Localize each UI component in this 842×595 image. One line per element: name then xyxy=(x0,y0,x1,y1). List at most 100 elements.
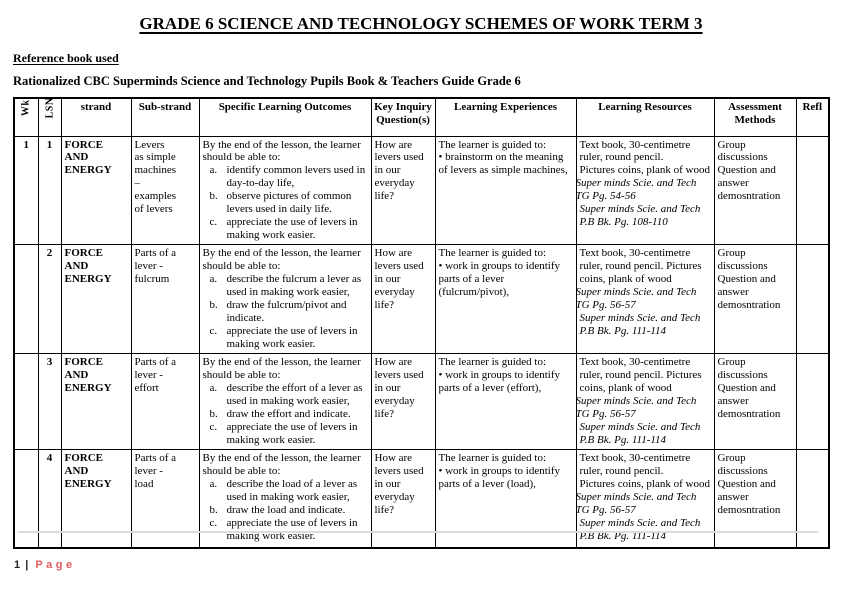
resources-teachers-guide: Super minds Scie. and Tech TG Pg. 54-56 xyxy=(576,177,697,203)
cell-refl xyxy=(795,353,830,450)
page-footer: 1 | Page xyxy=(14,559,76,571)
page-word: Page xyxy=(35,559,76,571)
col-header-outcomes: Specific Learning Outcomes xyxy=(198,97,372,137)
cell-strand: FORCE AND ENERGY xyxy=(60,353,132,450)
outcome-item: appreciate the use of levers in making w… xyxy=(210,325,358,351)
footer-divider: | xyxy=(25,559,30,571)
cell-wk xyxy=(13,244,39,354)
cell-substrand: Parts of a lever - effort xyxy=(130,353,200,450)
cell-wk: 1 xyxy=(13,135,39,246)
resources-pupils-book: Super minds Scie. and Tech P.B Bk. Pg. 1… xyxy=(579,516,701,542)
schemes-of-work-table: Wk LSN strand Sub-strand Specific Learni… xyxy=(13,97,830,550)
footer-separator-line xyxy=(18,531,818,533)
experiences-bullet: • brainstorm on the meaning of levers as… xyxy=(438,151,568,177)
cell-substrand: Parts of a lever - load xyxy=(130,448,200,549)
cell-outcomes: By the end of the lesson, the learner sh… xyxy=(198,353,372,450)
resources-teachers-guide: Super minds Scie. and Tech TG Pg. 56-57 xyxy=(576,394,697,420)
cell-outcomes: By the end of the lesson, the learner sh… xyxy=(198,135,372,246)
col-header-lsn: LSN xyxy=(37,97,62,137)
outcome-item: describe the fulcrum a lever as used in … xyxy=(210,273,362,299)
resources-materials: Text book, 30-centimetre ruler, round pe… xyxy=(579,356,702,394)
cell-assessment: Group discussions Question and answer de… xyxy=(713,448,797,549)
experiences-intro: The learner is guided to: xyxy=(438,356,547,368)
resources-materials: Text book, 30-centimetre ruler, round pe… xyxy=(579,247,702,286)
outcomes-intro: By the end of the lesson, the learner sh… xyxy=(202,138,361,164)
outcome-item: describe the effort of a lever as used i… xyxy=(210,381,363,407)
cell-refl xyxy=(795,135,830,246)
col-header-strand: strand xyxy=(60,97,132,137)
cell-key-inquiry: How are levers used in our everyday life… xyxy=(370,135,436,246)
outcomes-list: describe the effort of a lever as used i… xyxy=(203,382,368,447)
cell-substrand: Levers as simple machines – examples of … xyxy=(130,135,200,246)
resources-materials: Text book, 30-centimetre ruler, round pe… xyxy=(579,451,710,490)
outcome-item: observe pictures of common levers used i… xyxy=(210,190,352,216)
resources-pupils-book: Super minds Scie. and Tech P.B Bk. Pg. 1… xyxy=(579,420,701,446)
cell-assessment: Group discussions Question and answer de… xyxy=(713,135,797,246)
table-header-row: Wk LSN strand Sub-strand Specific Learni… xyxy=(13,97,830,137)
outcome-item: appreciate the use of levers in making w… xyxy=(210,420,358,446)
cell-lsn: 4 xyxy=(37,448,62,549)
cell-strand: FORCE AND ENERGY xyxy=(60,244,132,354)
col-header-key-inquiry: Key Inquiry Question(s) xyxy=(370,97,436,137)
cell-wk xyxy=(13,448,39,549)
cell-key-inquiry: How are levers used in our everyday life… xyxy=(370,353,436,450)
experiences-bullet: • work in groups to identify parts of a … xyxy=(438,464,560,490)
experiences-bullet: • work in groups to identify parts of a … xyxy=(438,368,560,394)
experiences-intro: The learner is guided to: xyxy=(438,247,547,260)
col-header-wk: Wk xyxy=(13,97,39,137)
cell-strand: FORCE AND ENERGY xyxy=(60,135,132,246)
cell-substrand: Parts of a lever - fulcrum xyxy=(130,244,200,354)
resources-teachers-guide: Super minds Scie. and Tech TG Pg. 56-57 xyxy=(576,286,697,312)
cell-resources: Text book, 30-centimetre ruler, round pe… xyxy=(575,353,715,450)
reference-heading: Reference book used xyxy=(13,51,119,65)
cell-resources: Text book, 30-centimetre ruler, round pe… xyxy=(575,135,715,246)
experiences-intro: The learner is guided to: xyxy=(438,138,547,151)
resources-materials: Text book, 30-centimetre ruler, round pe… xyxy=(579,138,710,177)
outcome-item: appreciate the use of levers in making w… xyxy=(210,216,358,242)
col-header-resources: Learning Resources xyxy=(575,97,715,137)
lsn-label: LSN xyxy=(44,98,56,119)
cell-lsn: 3 xyxy=(37,353,62,450)
cell-outcomes: By the end of the lesson, the learner sh… xyxy=(198,448,372,549)
outcome-item: appreciate the use of levers in making w… xyxy=(210,516,358,542)
experiences-intro: The learner is guided to: xyxy=(438,451,547,464)
cell-wk xyxy=(13,353,39,450)
outcomes-intro: By the end of the lesson, the learner sh… xyxy=(202,247,361,273)
outcomes-list: describe the fulcrum a lever as used in … xyxy=(203,273,368,351)
col-header-assessment: Assessment Methods xyxy=(713,97,797,137)
table-row: 3 FORCE AND ENERGY Parts of a lever - ef… xyxy=(13,353,830,450)
cell-refl xyxy=(795,448,830,549)
cell-experiences: The learner is guided to: • work in grou… xyxy=(434,353,577,450)
outcome-item: draw the load and indicate. xyxy=(210,503,346,517)
col-header-refl: Refl xyxy=(795,97,830,137)
cell-key-inquiry: How are levers used in our everyday life… xyxy=(370,244,436,354)
outcome-item: draw the fulcrum/pivot and indicate. xyxy=(210,299,347,325)
cell-experiences: The learner is guided to: • work in grou… xyxy=(434,244,577,354)
outcomes-intro: By the end of the lesson, the learner sh… xyxy=(202,356,361,381)
cell-strand: FORCE AND ENERGY xyxy=(60,448,132,549)
experiences-bullet: • work in groups to identify parts of a … xyxy=(438,260,560,299)
cell-outcomes: By the end of the lesson, the learner sh… xyxy=(198,244,372,354)
outcome-item: draw the effort and indicate. xyxy=(210,407,351,421)
cell-lsn: 1 xyxy=(37,135,62,246)
cell-assessment: Group discussions Question and answer de… xyxy=(713,353,797,450)
outcomes-intro: By the end of the lesson, the learner sh… xyxy=(202,451,361,477)
col-header-substrand: Sub-strand xyxy=(130,97,200,137)
cell-experiences: The learner is guided to: • brainstorm o… xyxy=(434,135,577,246)
cell-refl xyxy=(795,244,830,354)
cell-resources: Text book, 30-centimetre ruler, round pe… xyxy=(575,448,715,549)
page-number: 1 xyxy=(14,559,22,571)
cell-experiences: The learner is guided to: • work in grou… xyxy=(434,448,577,549)
cell-key-inquiry: How are levers used in our everyday life… xyxy=(370,448,436,549)
table-row: 1 1 FORCE AND ENERGY Levers as simple ma… xyxy=(13,135,830,246)
table-row: 4 FORCE AND ENERGY Parts of a lever - lo… xyxy=(13,448,830,549)
wk-label: Wk xyxy=(20,99,32,117)
reference-book-line: Rationalized CBC Superminds Science and … xyxy=(13,74,521,88)
outcomes-list: identify common levers used in day-to-da… xyxy=(203,164,368,242)
outcome-item: identify common levers used in day-to-da… xyxy=(210,164,366,190)
col-header-experiences: Learning Experiences xyxy=(434,97,577,137)
outcome-item: describe the load of a lever as used in … xyxy=(210,477,358,503)
cell-assessment: Group discussions Question and answer de… xyxy=(713,244,797,354)
resources-teachers-guide: Super minds Scie. and Tech TG Pg. 56-57 xyxy=(576,490,697,516)
